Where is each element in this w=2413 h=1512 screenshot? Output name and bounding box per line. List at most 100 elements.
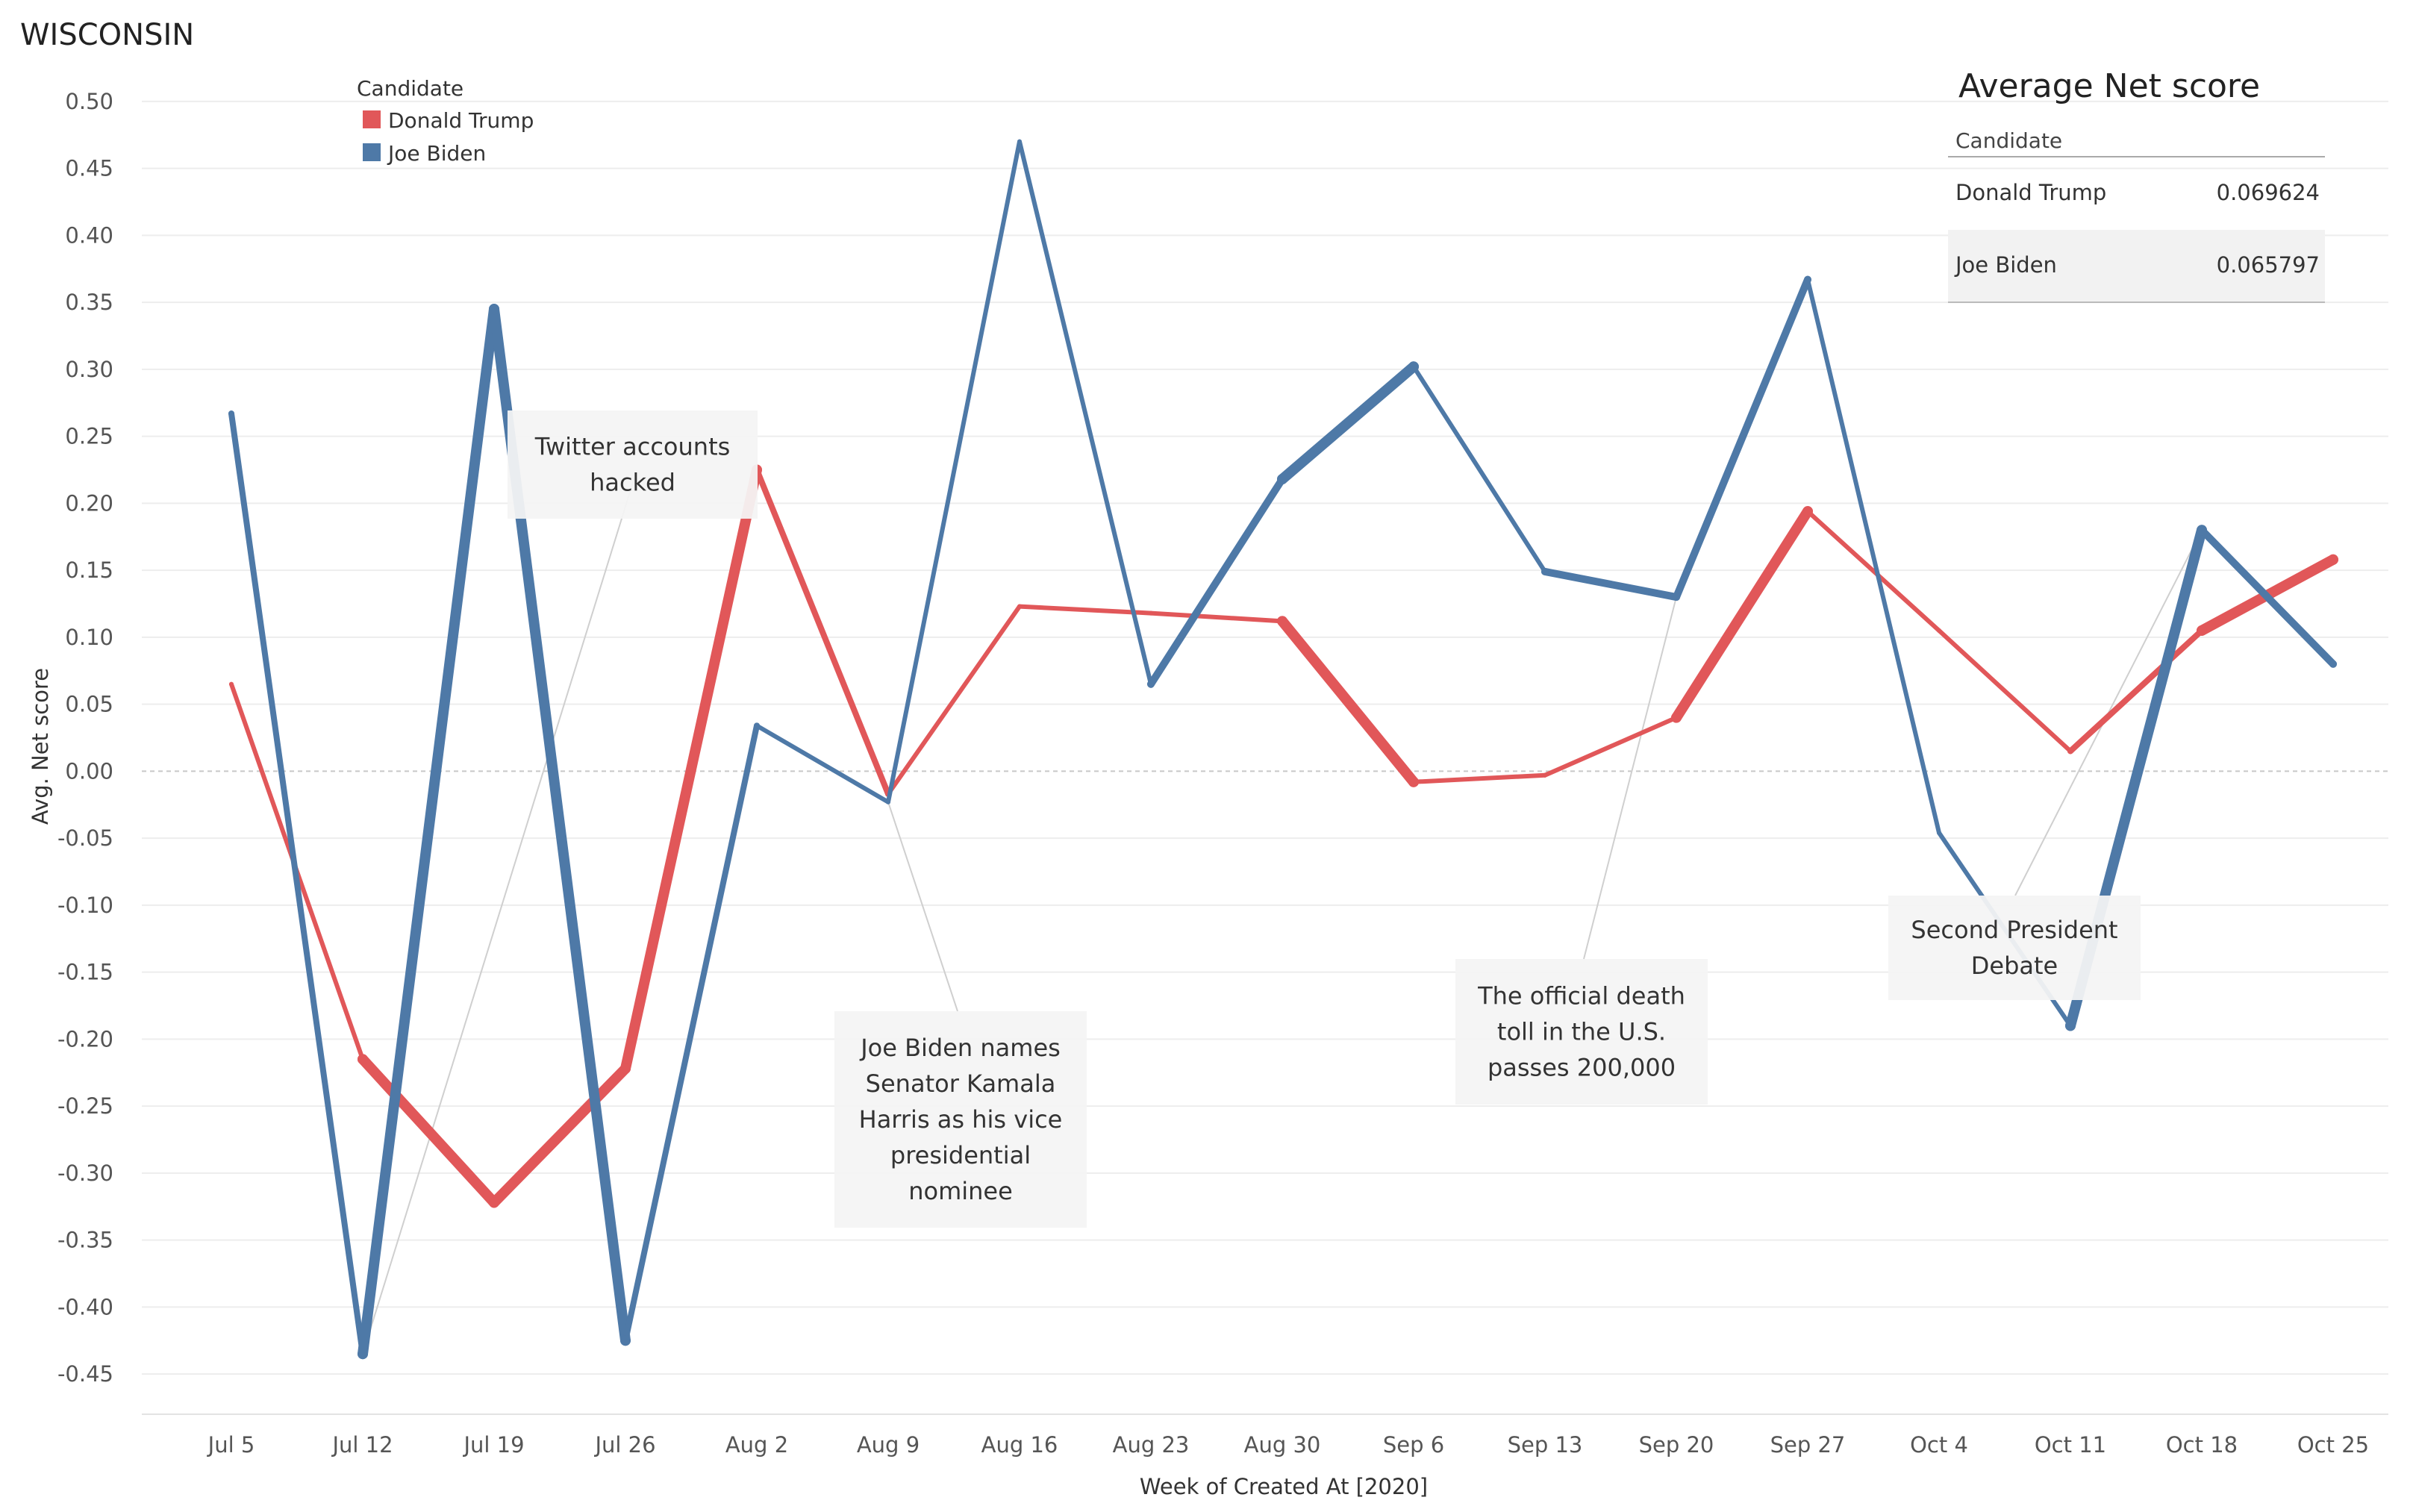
legend-label-donald-trump: Donald Trump	[388, 108, 534, 133]
series-segment	[1805, 509, 1941, 633]
summary-row-candidate: Donald Trump	[1955, 180, 2106, 205]
x-axis-title: Week of Created At [2020]	[1140, 1474, 1428, 1499]
y-axis-title: Avg. Net score	[28, 668, 53, 825]
annotation-line: Second President	[1911, 916, 2117, 944]
y-tick-label: 0.05	[65, 692, 113, 717]
legend-item-donald-trump[interactable]: Donald Trump	[363, 108, 534, 133]
data-point	[489, 304, 499, 315]
x-tick-label: Oct 18	[2166, 1432, 2238, 1458]
data-point	[2065, 1020, 2076, 1031]
annotation-box	[1888, 896, 2141, 1000]
annotation-line: Harris as his vice	[859, 1105, 1063, 1134]
annotation-boxes: Twitter accounts hacked Joe Biden names Sen…	[508, 410, 2141, 1228]
annotation-leader-line	[887, 802, 958, 1012]
y-tick-label: 0.45	[65, 156, 113, 181]
x-tick-label: Aug 2	[725, 1432, 788, 1458]
series-segment	[1017, 604, 1153, 616]
x-tick-label: Aug 23	[1113, 1432, 1190, 1458]
data-point	[2197, 525, 2207, 536]
data-point	[1408, 361, 1419, 372]
x-tick-label: Sep 20	[1639, 1432, 1714, 1458]
y-tick-label: -0.25	[57, 1093, 113, 1119]
data-point	[1673, 593, 1680, 602]
y-tick-label: 0.10	[65, 625, 113, 650]
data-point	[1543, 772, 1547, 778]
series-segment	[1277, 361, 1419, 485]
annotation-line: toll in the U.S.	[1497, 1018, 1666, 1046]
data-point	[1149, 610, 1153, 616]
data-point	[489, 1197, 499, 1208]
data-point	[1802, 506, 1813, 517]
y-tick-label: 0.00	[65, 758, 113, 784]
series-segment	[1411, 364, 1547, 574]
series-segment	[1673, 275, 1811, 602]
annotation-text: The official death toll in the U.S. passes…	[1477, 982, 1685, 1082]
series-segment	[489, 1063, 631, 1208]
series-segment	[358, 1054, 499, 1208]
data-point	[1804, 275, 1811, 284]
y-tick-label: 0.50	[65, 89, 113, 114]
y-tick-label: 0.30	[65, 357, 113, 382]
data-point	[1937, 830, 1941, 835]
series-segment	[228, 410, 366, 1358]
x-tick-label: Aug 16	[981, 1432, 1058, 1458]
y-tick-label: -0.40	[57, 1294, 113, 1319]
annotation: Joe Biden names Senator Kamala Harris as h…	[834, 1011, 1087, 1228]
y-tick-label: 0.35	[65, 290, 113, 315]
y-axis: 0.50 0.45 0.40 0.35 0.30 0.25 0.20 0.15 0.10 0.05…	[57, 89, 113, 1387]
annotation-leaders	[362, 477, 2203, 1355]
annotation-leader-line	[1583, 596, 1677, 960]
data-point	[620, 1335, 631, 1346]
summary-row-donald-trump: Donald Trump 0.069624	[1955, 180, 2320, 205]
data-point	[1147, 680, 1155, 688]
data-point	[2329, 660, 2337, 668]
annotation-line: nominee	[908, 1177, 1013, 1205]
x-tick-label: Oct 11	[2035, 1432, 2106, 1458]
x-tick-label: Jul 5	[207, 1432, 255, 1458]
data-point	[358, 1054, 368, 1065]
annotation-line: Joe Biden names	[859, 1034, 1061, 1062]
legend-label-joe-biden: Joe Biden	[387, 141, 486, 166]
annotation-box	[1455, 959, 1708, 1105]
series-segment	[754, 466, 891, 797]
annotation: Second President Debate	[1888, 896, 2141, 1000]
legend-item-joe-biden[interactable]: Joe Biden	[363, 141, 486, 166]
series-segment	[1805, 277, 1941, 835]
data-point	[620, 1063, 631, 1074]
data-point	[2067, 748, 2073, 755]
y-tick-label: -0.20	[57, 1026, 113, 1052]
series-segment	[1277, 616, 1419, 787]
y-tick-label: -0.05	[57, 825, 113, 851]
annotation-leader-line	[362, 477, 635, 1355]
annotation: Twitter accounts hacked	[508, 410, 758, 519]
legend: Candidate Donald Trump Joe Biden	[357, 76, 534, 166]
annotation-line: presidential	[890, 1141, 1031, 1169]
annotation-line: Debate	[1971, 952, 2058, 980]
series-segment	[1149, 610, 1284, 624]
series-segment	[620, 464, 762, 1074]
series-segment	[1147, 475, 1286, 688]
y-tick-label: 0.15	[65, 557, 113, 583]
annotation-line: The official death	[1477, 982, 1685, 1010]
y-tick-label: -0.10	[57, 893, 113, 918]
y-tick-label: -0.15	[57, 960, 113, 985]
series-segment	[358, 304, 499, 1360]
data-point	[1408, 776, 1419, 787]
annotation-line: hacked	[590, 469, 675, 497]
summary-table: Average Net score Candidate Donald Trump…	[1948, 67, 2325, 303]
series-donald-trump	[229, 464, 2338, 1208]
series-segment	[755, 723, 890, 805]
series-segment	[1671, 506, 1813, 723]
data-point	[1277, 474, 1287, 485]
summary-row-joe-biden: Joe Biden 0.065797	[1948, 230, 2325, 302]
data-point	[886, 799, 890, 805]
series-segment	[1017, 139, 1153, 687]
annotation-text: Joe Biden names Senator Kamala Harris as h…	[859, 1034, 1063, 1205]
legend-swatch-joe-biden	[363, 143, 381, 161]
y-tick-label: 0.25	[65, 424, 113, 449]
x-tick-label: Jul 26	[593, 1432, 655, 1458]
y-tick-label: -0.30	[57, 1160, 113, 1186]
data-point	[1541, 567, 1549, 575]
x-tick-label: Jul 19	[462, 1432, 524, 1458]
